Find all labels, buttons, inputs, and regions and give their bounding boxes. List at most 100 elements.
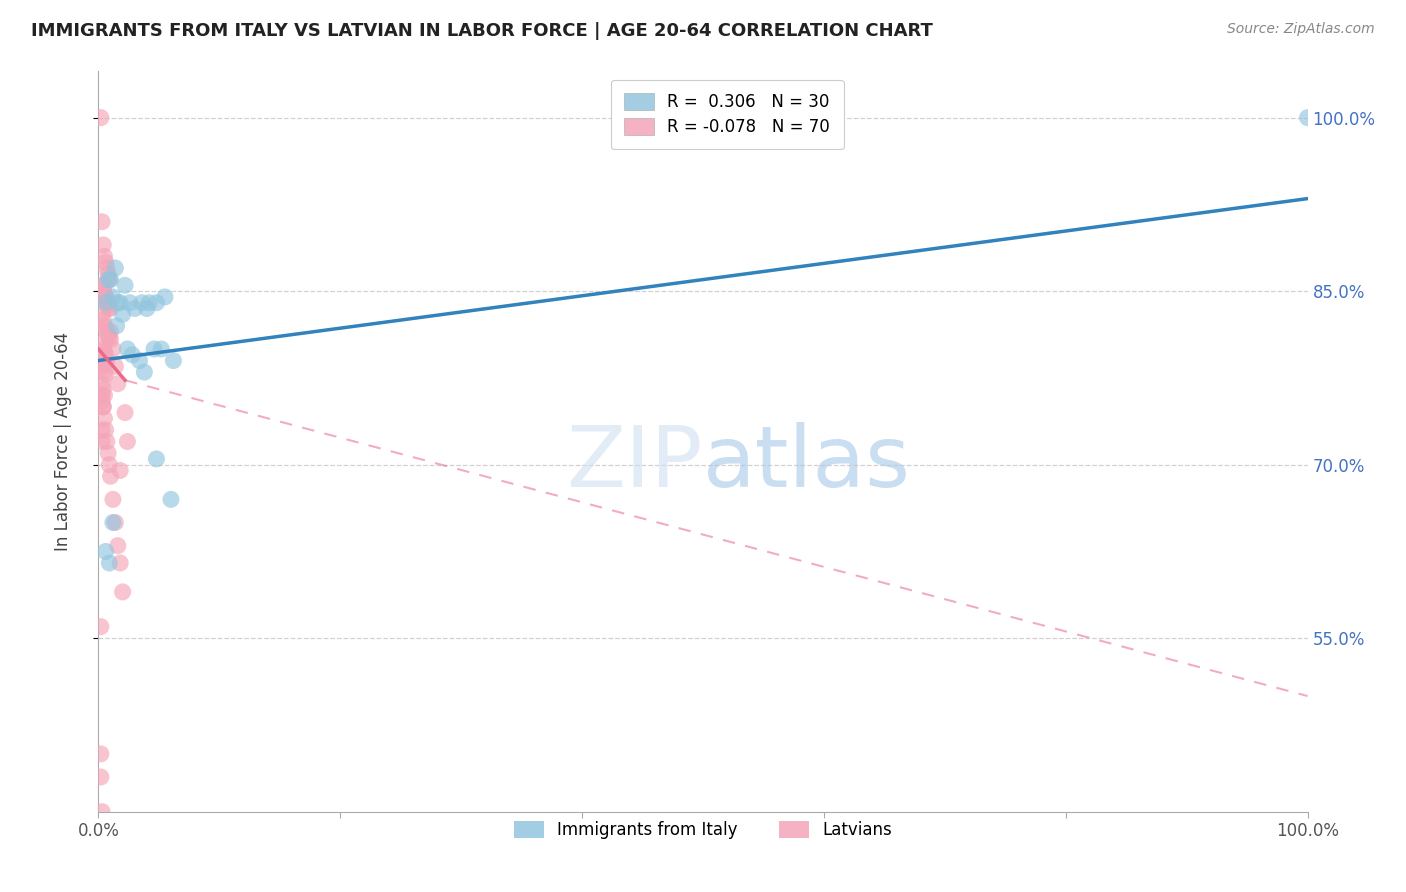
- Y-axis label: In Labor Force | Age 20-64: In Labor Force | Age 20-64: [53, 332, 72, 551]
- Point: [117, 434, 139, 449]
- Point: [93, 286, 115, 301]
- Point: [1296, 111, 1319, 125]
- Point: [131, 295, 153, 310]
- Point: [91, 278, 114, 293]
- Point: [91, 359, 114, 374]
- Point: [104, 516, 127, 530]
- Point: [90, 111, 112, 125]
- Point: [145, 451, 167, 466]
- Point: [128, 353, 150, 368]
- Point: [91, 356, 114, 370]
- Point: [107, 376, 129, 391]
- Point: [97, 272, 120, 286]
- Point: [134, 365, 156, 379]
- Point: [91, 376, 114, 391]
- Point: [91, 342, 114, 356]
- Point: [153, 290, 176, 304]
- Point: [117, 342, 139, 356]
- Point: [91, 423, 114, 437]
- Point: [107, 539, 129, 553]
- Point: [93, 344, 115, 359]
- Point: [101, 492, 124, 507]
- Point: [91, 383, 114, 397]
- Point: [105, 318, 128, 333]
- Point: [91, 400, 114, 414]
- Point: [100, 469, 122, 483]
- Point: [100, 272, 122, 286]
- Point: [91, 336, 114, 351]
- Point: [91, 388, 114, 402]
- Point: [111, 585, 134, 599]
- Point: [145, 295, 167, 310]
- Point: [93, 278, 115, 293]
- Text: IMMIGRANTS FROM ITALY VS LATVIAN IN LABOR FORCE | AGE 20-64 CORRELATION CHART: IMMIGRANTS FROM ITALY VS LATVIAN IN LABO…: [31, 22, 932, 40]
- Point: [108, 556, 131, 570]
- Point: [104, 359, 127, 374]
- Point: [91, 215, 114, 229]
- Text: atlas: atlas: [703, 422, 911, 505]
- Point: [90, 770, 112, 784]
- Point: [96, 353, 118, 368]
- Point: [162, 353, 184, 368]
- Point: [108, 463, 131, 477]
- Point: [160, 492, 183, 507]
- Point: [91, 434, 114, 449]
- Point: [124, 301, 146, 316]
- Point: [91, 400, 114, 414]
- Point: [91, 284, 114, 298]
- Point: [101, 342, 124, 356]
- Point: [98, 272, 121, 286]
- Legend: Immigrants from Italy, Latvians: Immigrants from Italy, Latvians: [505, 813, 901, 847]
- Point: [97, 328, 120, 343]
- Point: [101, 516, 124, 530]
- Point: [135, 301, 157, 316]
- Point: [98, 330, 121, 344]
- Point: [94, 290, 117, 304]
- Point: [108, 295, 131, 310]
- Point: [90, 747, 112, 761]
- Point: [93, 250, 115, 264]
- Point: [96, 260, 118, 275]
- Point: [121, 348, 143, 362]
- Point: [91, 238, 114, 252]
- Point: [143, 342, 166, 356]
- Point: [94, 295, 117, 310]
- Point: [93, 388, 115, 402]
- Point: [91, 805, 114, 819]
- Point: [114, 406, 136, 420]
- Point: [96, 295, 118, 310]
- Point: [91, 307, 114, 321]
- Text: ZIP: ZIP: [567, 422, 703, 505]
- Point: [94, 321, 117, 335]
- Point: [94, 423, 117, 437]
- Point: [100, 333, 122, 347]
- Point: [90, 619, 112, 633]
- Point: [98, 298, 121, 312]
- Point: [97, 267, 120, 281]
- Point: [100, 301, 122, 316]
- Point: [98, 458, 121, 472]
- Point: [94, 368, 117, 382]
- Point: [93, 411, 115, 425]
- Point: [94, 290, 117, 304]
- Point: [96, 434, 118, 449]
- Point: [96, 293, 118, 308]
- Point: [91, 839, 114, 854]
- Point: [150, 342, 173, 356]
- Point: [118, 295, 141, 310]
- Point: [94, 544, 117, 558]
- Point: [91, 313, 114, 327]
- Point: [94, 348, 117, 362]
- Point: [111, 307, 134, 321]
- Point: [94, 255, 117, 269]
- Point: [97, 295, 120, 310]
- Point: [114, 278, 136, 293]
- Point: [93, 365, 115, 379]
- Point: [107, 295, 129, 310]
- Point: [104, 260, 127, 275]
- Point: [93, 318, 115, 333]
- Point: [138, 295, 160, 310]
- Point: [101, 290, 124, 304]
- Point: [100, 325, 122, 339]
- Point: [96, 325, 118, 339]
